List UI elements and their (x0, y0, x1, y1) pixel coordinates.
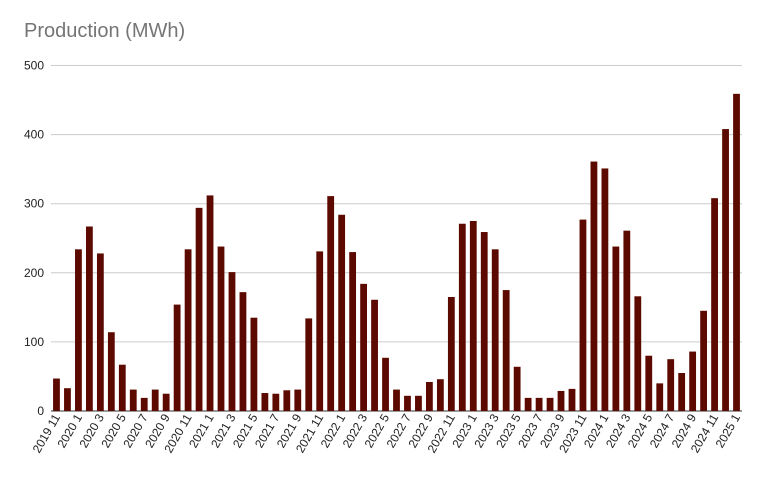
x-tick-label: 2019 11 (30, 411, 64, 455)
bar-2020-6 (129, 389, 137, 411)
bar-2020-7 (140, 397, 148, 411)
bar-2025-1 (733, 93, 740, 411)
bar-2021-4 (239, 292, 247, 411)
y-tick-label: 400 (24, 128, 44, 142)
bar-2020-12 (195, 207, 203, 411)
bar-2021-12 (327, 196, 335, 411)
bar-2020-11 (184, 249, 192, 411)
y-tick-label: 300 (24, 197, 44, 211)
y-tick-label: 500 (24, 59, 44, 73)
bar-2023-8 (546, 397, 554, 411)
bar-2021-3 (228, 272, 236, 411)
bar-2023-2 (480, 232, 488, 411)
bar-2024-1 (601, 168, 609, 411)
bar-2020-4 (107, 332, 115, 411)
y-axis-ticks: 0 100 200 300 400 500 (24, 59, 44, 419)
bar-2022-5 (382, 357, 389, 411)
bar-2023-1 (469, 220, 477, 411)
bar-2024-12 (722, 129, 729, 411)
bar-2022-12 (458, 223, 466, 411)
bar-2024-4 (634, 296, 642, 411)
bar-2021-10 (305, 318, 313, 411)
bar-2019-11 (53, 378, 60, 411)
bars (53, 93, 740, 411)
bar-2024-5 (645, 355, 653, 411)
bar-2024-8 (678, 373, 686, 411)
bar-2022-11 (447, 296, 455, 411)
bar-2020-9 (162, 393, 170, 411)
bar-2021-5 (250, 317, 258, 411)
bar-2022-2 (349, 252, 357, 411)
y-tick-label: 200 (24, 266, 44, 280)
bar-2020-2 (85, 226, 93, 411)
bar-2022-1 (338, 214, 346, 411)
bar-2024-6 (656, 383, 664, 411)
bar-2022-3 (360, 283, 367, 411)
bar-2020-5 (118, 364, 126, 411)
bar-2023-4 (502, 290, 510, 411)
bar-2020-3 (96, 253, 104, 411)
bar-2021-2 (217, 246, 225, 411)
bar-2023-6 (524, 397, 532, 411)
bar-2021-8 (283, 390, 291, 411)
chart-title: Production (MWh) (24, 20, 186, 42)
bar-2021-7 (272, 393, 280, 411)
bar-2024-3 (623, 230, 631, 411)
bar-2020-8 (151, 389, 159, 411)
bar-2021-1 (206, 195, 214, 411)
bar-2024-11 (711, 198, 718, 411)
bar-2020-10 (173, 304, 181, 411)
bar-2022-10 (436, 379, 444, 411)
bar-2022-6 (393, 389, 400, 411)
bar-2022-4 (371, 299, 378, 411)
bar-2023-9 (557, 390, 565, 411)
bar-2024-10 (700, 310, 708, 411)
y-tick-label: 0 (37, 404, 44, 418)
bar-2022-9 (426, 381, 433, 411)
bar-2024-2 (612, 246, 620, 411)
bar-2021-9 (294, 389, 302, 411)
bar-2019-12 (64, 388, 71, 411)
bar-2023-3 (491, 249, 499, 411)
bar-2021-11 (316, 251, 324, 411)
bar-2023-12 (590, 161, 598, 411)
bar-2023-7 (535, 397, 543, 411)
bar-2022-8 (415, 395, 422, 411)
bar-2022-7 (404, 395, 411, 411)
bar-2023-5 (513, 366, 521, 411)
bar-2020-1 (75, 249, 82, 411)
bar-2024-9 (689, 351, 697, 411)
bar-2021-6 (261, 393, 269, 411)
y-tick-label: 100 (24, 335, 44, 349)
bar-2024-7 (667, 359, 675, 411)
bar-2023-11 (579, 219, 587, 411)
bar-2023-10 (568, 388, 576, 411)
